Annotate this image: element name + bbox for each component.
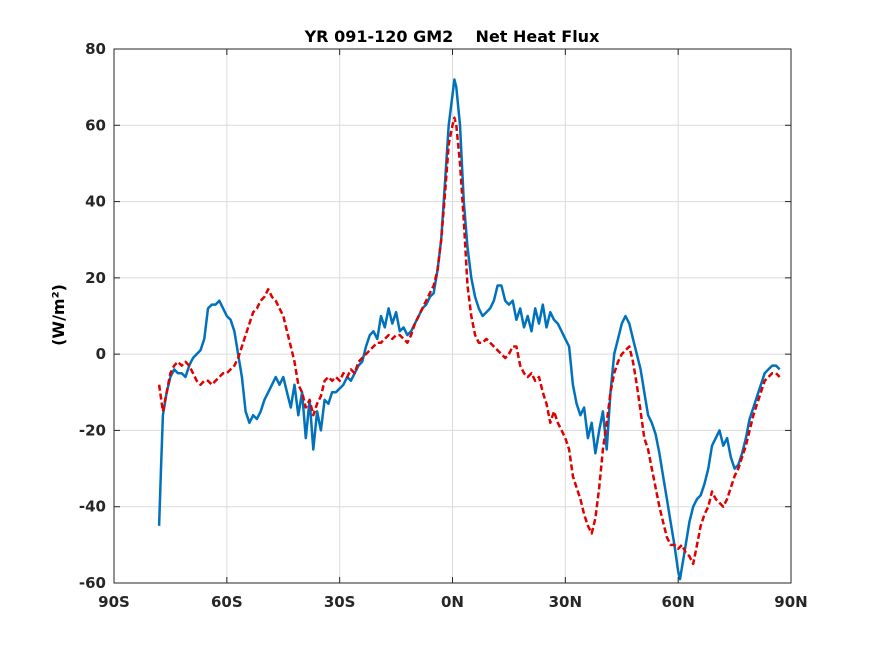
x-tick-label: 0N [441,593,464,611]
x-tick-label: 30S [324,593,356,611]
chart-title: YR 091-120 GM2 Net Heat Flux [304,27,600,46]
x-tick-label: 60N [661,593,694,611]
y-tick-label: 80 [85,40,106,58]
y-tick-label: 0 [96,345,106,363]
y-tick-label: 40 [85,193,106,211]
y-tick-labels: -60 -40 -20 0 20 40 60 80 [79,40,106,592]
y-axis-label: (W/m²) [49,284,68,346]
x-tick-label: 90N [774,593,807,611]
series-layer [157,78,781,581]
x-tick-label: 90S [98,593,130,611]
x-tick-label: 60S [211,593,243,611]
tick-marks [113,48,792,584]
y-tick-label: 20 [85,269,106,287]
y-tick-label: 60 [85,116,106,134]
x-tick-labels: 90S 60S 30S 0N 30N 60N 90N [98,593,808,611]
series-line-solid-blue [157,78,781,581]
series-line-dashed-red [157,116,781,566]
y-tick-label: -20 [79,421,106,439]
x-tick-label: 30N [549,593,582,611]
y-tick-label: -60 [79,574,106,592]
y-tick-label: -40 [79,498,106,516]
